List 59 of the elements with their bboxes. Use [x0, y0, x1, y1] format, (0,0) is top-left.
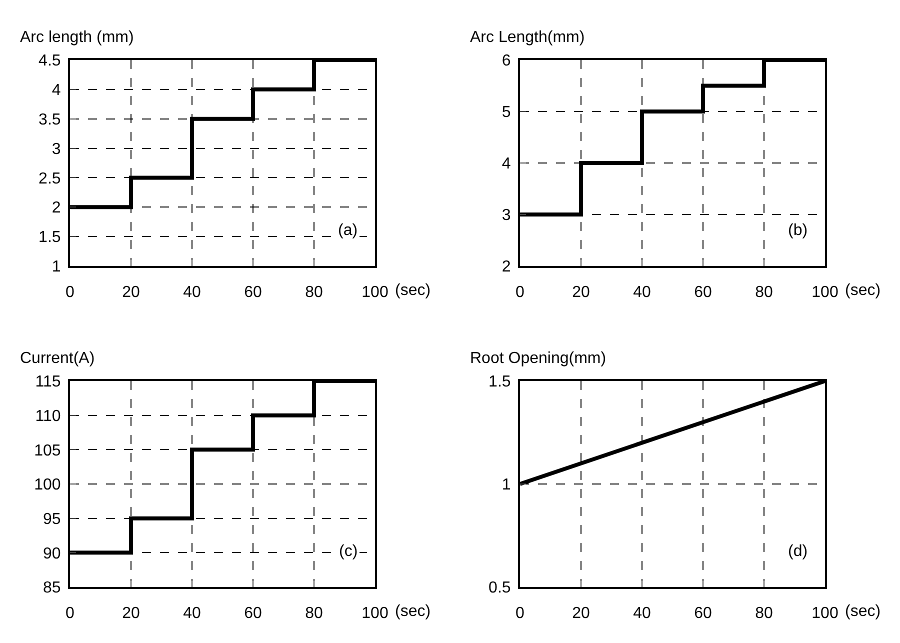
x-tick-label: 0 [66, 284, 75, 302]
x-tick-label: 100 [362, 605, 388, 622]
y-tick-label: 3.5 [38, 111, 61, 128]
x-axis-title: (sec) [395, 603, 431, 620]
x-axis-title: (sec) [395, 282, 431, 299]
y-tick-label: 110 [35, 408, 61, 425]
annotation: (a) [338, 222, 358, 239]
x-axis-title: (sec) [845, 282, 881, 299]
x-tick-label: 20 [122, 284, 140, 302]
y-tick-label: 4.5 [38, 52, 61, 70]
x-tick-label: 80 [305, 605, 323, 622]
y-tick-label: 1 [52, 258, 61, 276]
y-tick-label: 4 [52, 82, 61, 100]
x-tick-label: 60 [694, 284, 712, 302]
y-tick-label: 115 [35, 374, 61, 391]
y-tick-label: 6 [502, 52, 511, 70]
x-tick-label: 80 [755, 284, 773, 302]
y-axis-title: Arc length (mm) [20, 29, 134, 46]
x-tick-label: 40 [633, 284, 651, 302]
y-tick-label: 1.5 [488, 374, 511, 391]
y-tick-label: 1 [502, 476, 511, 494]
y-tick-label: 2 [502, 258, 511, 276]
x-tick-label: 100 [812, 284, 838, 302]
annotation: (c) [339, 543, 358, 560]
x-tick-label: 20 [572, 284, 590, 302]
annotation: (b) [788, 222, 808, 239]
y-axis-title: Current(A) [20, 350, 95, 367]
x-axis-title: (sec) [845, 603, 881, 620]
y-tick-label: 1.5 [38, 229, 61, 246]
y-axis-title: Root Opening(mm) [470, 350, 606, 367]
x-tick-label: 100 [362, 284, 388, 302]
x-tick-label: 0 [516, 605, 525, 622]
y-tick-label: 105 [34, 442, 61, 460]
y-tick-label: 2 [52, 200, 61, 217]
y-axis-title: Arc Length(mm) [470, 29, 585, 46]
x-tick-label: 100 [812, 605, 838, 622]
y-tick-label: 3 [52, 140, 61, 158]
y-tick-label: 90 [43, 545, 61, 562]
annotation: (d) [788, 543, 808, 560]
y-tick-label: 0.5 [488, 580, 511, 597]
x-tick-label: 0 [66, 605, 75, 622]
y-tick-label: 85 [43, 580, 61, 597]
x-tick-label: 40 [183, 605, 201, 622]
y-tick-label: 95 [43, 510, 61, 528]
x-tick-label: 20 [122, 605, 140, 622]
x-tick-label: 40 [633, 605, 651, 622]
y-tick-label: 4 [502, 156, 511, 173]
x-tick-label: 60 [244, 605, 262, 622]
x-tick-label: 20 [572, 605, 590, 622]
x-tick-label: 60 [694, 605, 712, 622]
y-tick-label: 2.5 [38, 170, 61, 188]
x-tick-label: 0 [516, 284, 525, 302]
x-tick-label: 40 [183, 284, 201, 302]
x-tick-label: 80 [305, 284, 323, 302]
x-tick-label: 60 [244, 284, 262, 302]
y-tick-label: 3 [502, 207, 511, 224]
x-tick-label: 80 [755, 605, 773, 622]
y-tick-label: 100 [34, 476, 61, 494]
y-tick-label: 5 [502, 104, 511, 122]
